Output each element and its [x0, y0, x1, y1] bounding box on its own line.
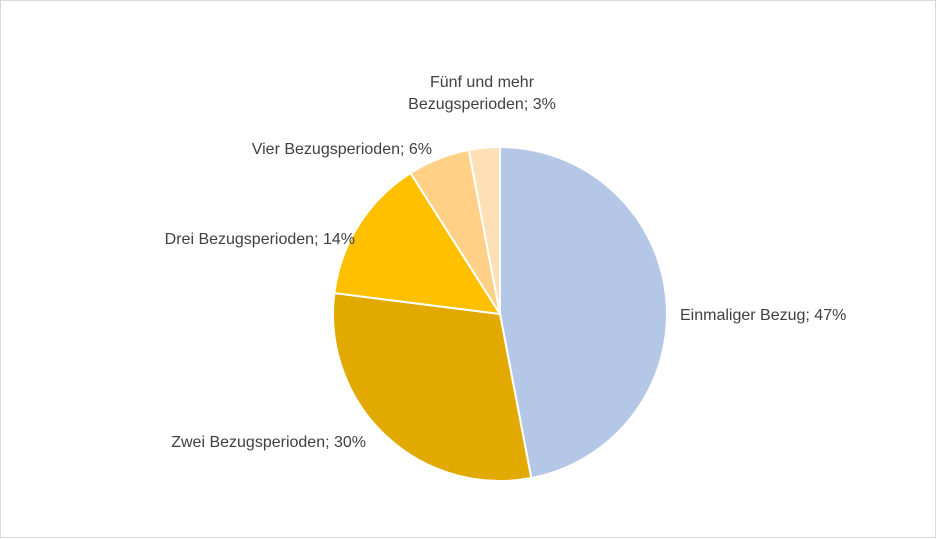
pie-slice-einmaliger-bezug [499, 145, 668, 480]
pie-slice-zwei-bezugsperioden [332, 291, 533, 482]
data-label-einmaliger-bezug: Einmaliger Bezug; 47% [680, 307, 846, 324]
data-label-fuenf-und-mehr-line1: Fünf und mehr [430, 74, 535, 91]
pie-slice-drei-bezugsperioden [333, 171, 502, 316]
data-label-vier-bezugsperioden: Vier Bezugsperioden; 6% [252, 141, 432, 158]
data-label-drei-bezugsperioden: Drei Bezugsperioden; 14% [165, 231, 355, 248]
data-label-zwei-bezugsperioden: Zwei Bezugsperioden; 30% [171, 434, 366, 451]
pie-labels: Einmaliger Bezug; 47% Zwei Bezugsperiode… [165, 74, 847, 451]
data-label-fuenf-und-mehr-line2: Bezugsperioden; 3% [408, 96, 556, 113]
pie-slice-fuenf-und-mehr-bezugsperioden [467, 145, 501, 315]
pie-slices [332, 145, 668, 482]
